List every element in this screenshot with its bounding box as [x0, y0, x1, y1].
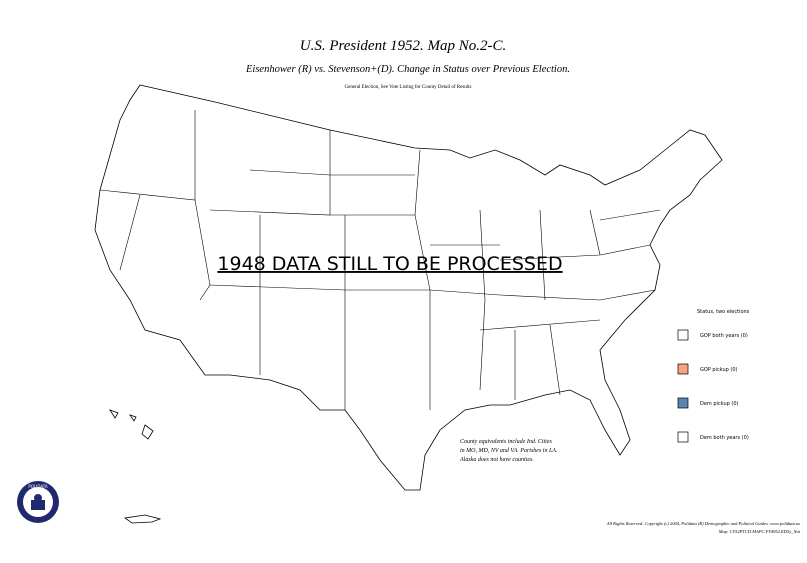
overlay-text: 1948 DATA STILL TO BE PROCESSED: [217, 253, 562, 275]
legend: GOP both years (0) GOP pickup (0) Dem pick…: [677, 329, 749, 443]
logo-text: POLIDATA: [28, 484, 48, 489]
footnote-line: in MO, MD, NV and VA. Parishes in LA.: [460, 448, 557, 454]
copyright: All Rights Reserved. Copyright (c) 2004,…: [606, 521, 801, 527]
legend-label: GOP pickup (0): [700, 367, 738, 373]
title: U.S. President 1952. Map No.2-C.: [300, 38, 507, 54]
legend-label: GOP both years (0): [700, 333, 748, 339]
logo: POLIDATA: [17, 481, 59, 523]
logo-building: [31, 500, 45, 510]
legend-swatch: [677, 363, 689, 375]
footnote: County equivalents include Ind. Cities i…: [459, 439, 557, 463]
copyright: Map: CY52PTCD.MAPC.FY4952.ED5y_Nat: [718, 529, 801, 534]
subtitle: Eisenhower (R) vs. Stevenson+(D). Change…: [245, 64, 570, 75]
legend-swatch: [677, 431, 689, 443]
note: General Election, See Vote Listing for C…: [344, 85, 471, 90]
legend-label: Dem both years (0): [700, 435, 749, 441]
legend-label: Dem pickup (0): [700, 401, 739, 407]
us-map: [94, 84, 723, 524]
footnote-line: Alaska does not have counties.: [459, 457, 534, 463]
legend-title: Status, two elections: [697, 309, 750, 315]
legend-swatch: [677, 397, 689, 409]
legend-swatch: [677, 329, 689, 341]
footnote-line: County equivalents include Ind. Cities: [460, 439, 552, 445]
logo-dome: [34, 494, 42, 502]
